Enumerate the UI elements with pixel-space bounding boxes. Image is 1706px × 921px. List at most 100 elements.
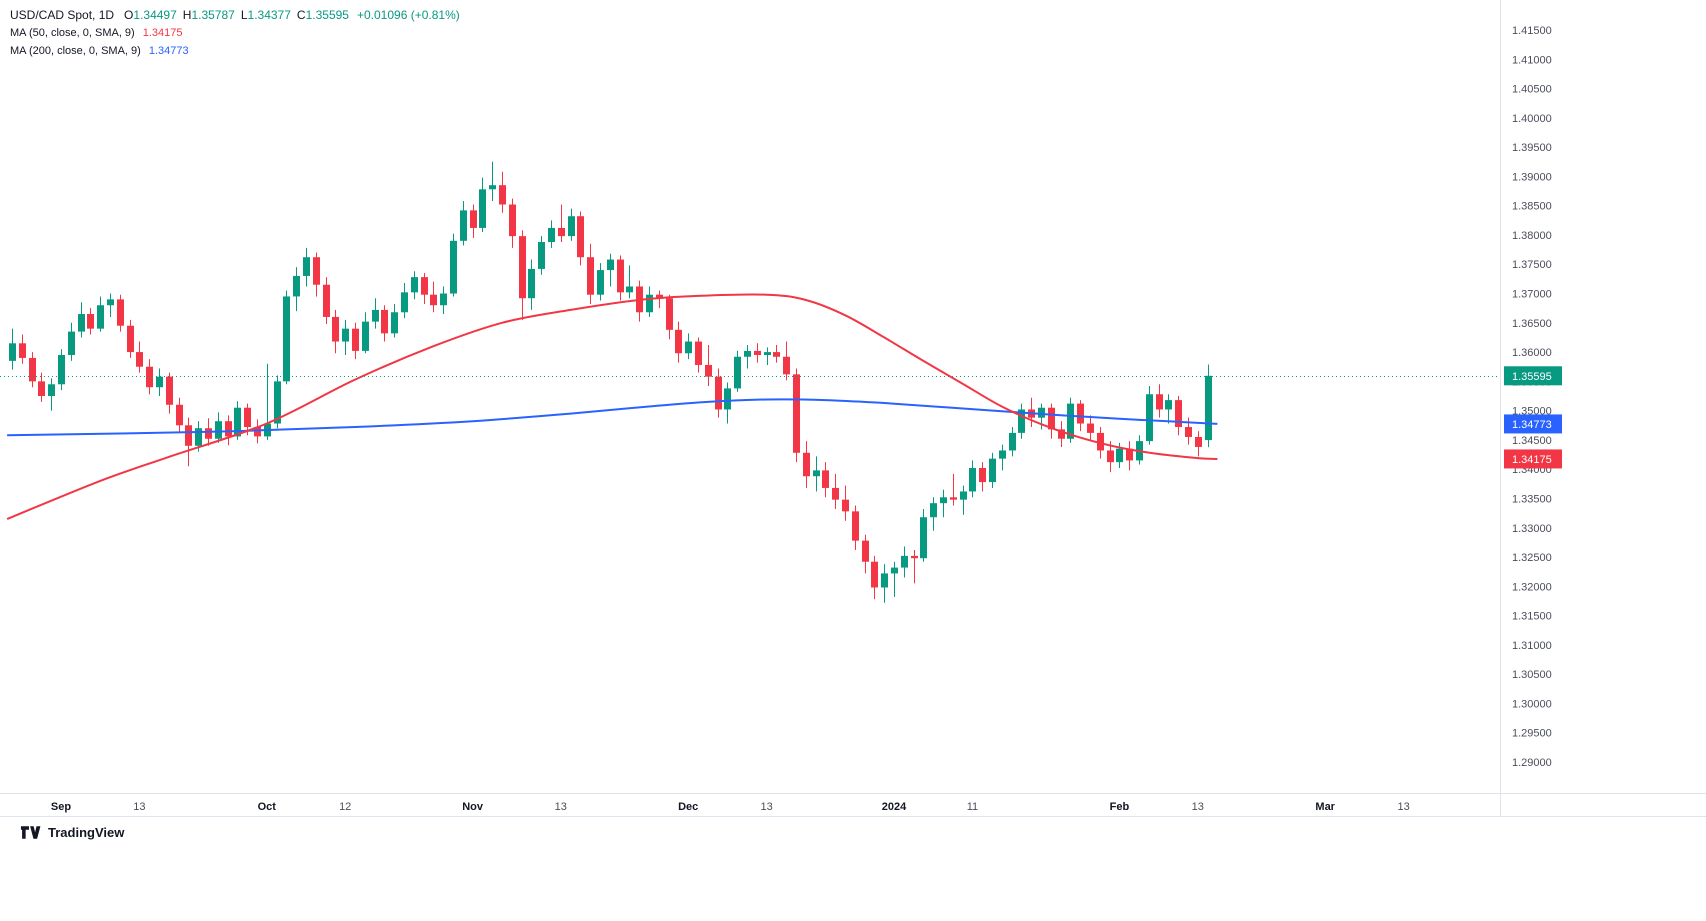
candle-body [862,540,869,562]
price-axis-label: 1.37500 [1512,259,1552,271]
candle-body [626,286,633,293]
bottom-toolbar: TradingView [0,816,1706,921]
price-axis-label: 1.39000 [1512,171,1552,183]
ohlc-close-value: 1.35595 [305,8,349,22]
candle-body [78,314,85,332]
candle-body [381,309,388,334]
price-badge-label: 1.34175 [1512,454,1552,466]
candle-body [930,503,937,518]
candle-body [509,204,516,237]
time-axis-label: Mar [1315,801,1335,813]
ohlc-high: H1.35787 [183,8,235,22]
candle-body [1097,432,1104,451]
price-axis-label: 1.32500 [1512,552,1552,564]
candle-body [901,555,908,568]
time-axis-label: 12 [339,801,351,813]
candle-body [58,355,65,385]
price-axis-label: 1.38500 [1512,201,1552,213]
candle-body [783,356,790,375]
time-axis[interactable] [0,794,1706,817]
candle-body [1087,423,1094,433]
time-axis-label: 13 [133,801,145,813]
ma50-label[interactable]: MA (50, close, 0, SMA, 9) [10,27,135,39]
time-axis-label: 2024 [882,801,907,813]
candle-body [450,240,457,294]
candle-body [274,381,281,424]
candle-body [519,236,526,299]
brand-name: TradingView [48,825,125,840]
ohlc-low: L1.34377 [241,8,291,22]
candle-body [822,470,829,488]
ohlc-open: O1.34497 [124,8,177,22]
candle-body [1146,394,1153,442]
chart-svg[interactable]: 1.41500 1.41000 1.40500 1.40000 1.39500 1.390… [0,0,1706,816]
candle-body [323,284,330,317]
candle-body [146,366,153,388]
price-axis-label: 1.34500 [1512,435,1552,447]
candle-body [1067,403,1074,439]
time-axis-label: Dec [678,801,698,813]
candle-body [969,468,976,492]
time-axis-label: Sep [51,801,71,813]
ma50-line [6,293,1218,520]
candle-body [48,384,55,396]
legend: USD/CAD Spot, 1D O1.34497 H1.35787 L1.34377… [10,6,460,60]
price-axis-label: 1.40500 [1512,84,1552,96]
candle-body [568,216,575,237]
time-axis-label: 13 [1397,801,1409,813]
ma200-row: MA (200, close, 0, SMA, 9) 1.34773 [10,42,460,60]
candle-body [332,316,339,342]
candle-body [489,185,496,190]
candle-body [156,376,163,388]
candle-body [470,210,477,228]
price-badge [1504,414,1562,434]
candle-body [548,227,555,242]
time-axis-label: Feb [1110,801,1130,813]
candle-body [852,511,859,541]
candle-body [675,329,682,354]
candle-body [313,257,320,285]
candle-body [1185,427,1192,437]
candle-body [234,407,241,437]
ma50-value: 1.34175 [142,27,183,39]
symbol-row: USD/CAD Spot, 1D O1.34497 H1.35787 L1.34377… [10,6,460,24]
price-badge [1504,449,1562,469]
price-axis-label: 1.29500 [1512,728,1552,740]
chart-pane[interactable]: 1.41500 1.41000 1.40500 1.40000 1.39500 1.390… [0,0,1706,816]
candle-body [499,185,506,205]
candle-body [940,497,947,504]
candle-body [352,328,359,351]
candle-body [127,325,134,353]
tradingview-logo-link[interactable]: TradingView [20,825,124,840]
time-axis-label: 13 [760,801,772,813]
candle-body [342,328,349,342]
candle-body [979,468,986,483]
ma200-value: 1.34773 [148,45,189,57]
candle-body [832,487,839,500]
candle-body [244,407,251,428]
candle-body [411,277,418,293]
price-axis-label: 1.32000 [1512,581,1552,593]
time-axis-label: 13 [1192,801,1204,813]
candle-body [87,314,94,329]
candle-body [1107,450,1114,463]
price-axis-label: 1.40000 [1512,113,1552,125]
candle-body [871,561,878,588]
candle-body [528,268,535,299]
ma200-label[interactable]: MA (200, close, 0, SMA, 9) [10,45,141,57]
candle-body [773,352,780,357]
candle-body [117,299,124,326]
candle-body [1195,436,1202,447]
candle-body [215,421,222,439]
price-axis[interactable] [1500,0,1706,816]
candle-body [205,428,212,439]
symbol-title[interactable]: USD/CAD Spot, 1D [10,8,115,22]
candle-body [460,210,467,241]
candle-body [1126,448,1133,461]
price-axis-label: 1.29000 [1512,757,1552,769]
candle-body [1018,409,1025,433]
ohlc-high-value: 1.35787 [191,8,235,22]
candle-body [705,364,712,377]
candle-body [1165,400,1172,410]
price-axis-label: 1.36000 [1512,347,1552,359]
